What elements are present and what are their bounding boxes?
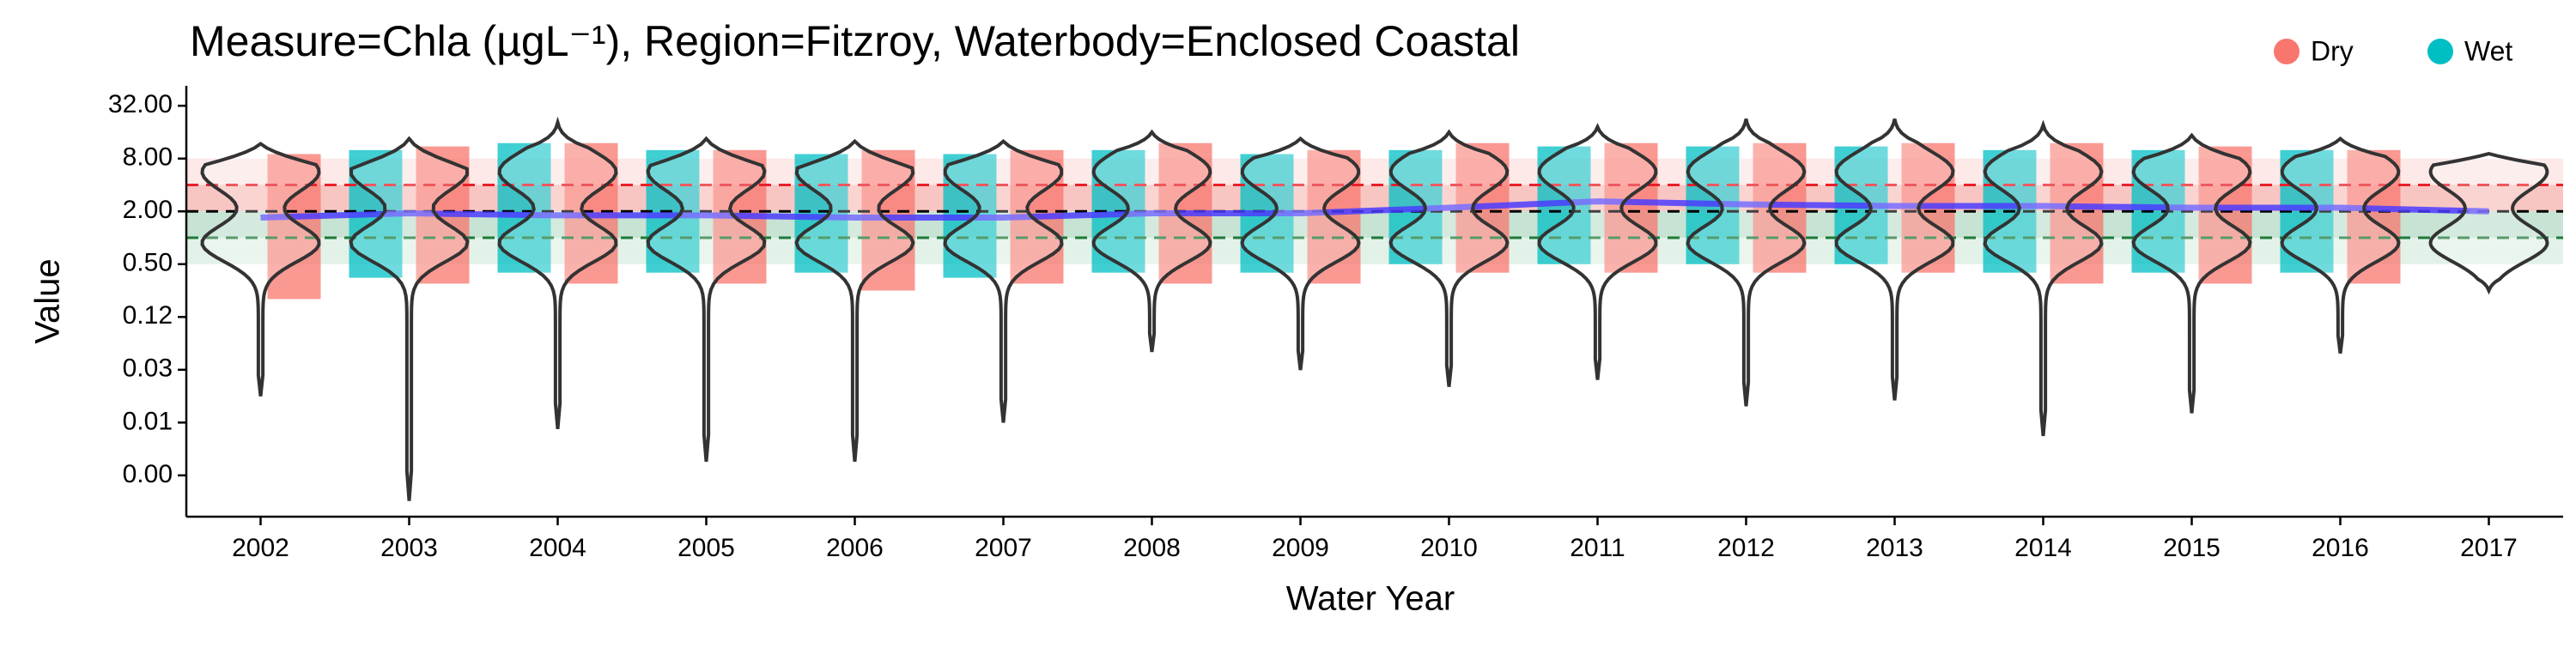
violin: [2131, 132, 2252, 414]
x-tick-label: 2002: [232, 534, 289, 562]
violin: [1686, 118, 1807, 407]
x-tick-label: 2007: [975, 534, 1032, 562]
x-tick-label: 2011: [1570, 534, 1625, 562]
trend-line: [260, 198, 2489, 221]
violin: [1537, 123, 1658, 380]
x-tick-label: 2003: [380, 534, 438, 562]
chart-title: Measure=Chla (µgL⁻¹), Region=Fitzroy, Wa…: [190, 17, 1520, 65]
violin: [943, 138, 1064, 423]
x-tick-label: 2006: [826, 534, 884, 562]
violin: [646, 136, 767, 463]
violin: [1388, 129, 1510, 387]
x-tick-label: 2016: [2312, 534, 2369, 562]
violin: [497, 116, 618, 429]
x-tick-label: 2004: [529, 534, 586, 562]
y-tick-label: 0.00: [123, 460, 173, 488]
point-cloud: [2050, 142, 2104, 284]
y-tick-label: 0.03: [123, 354, 173, 383]
legend-label: Dry: [2311, 35, 2354, 66]
violin: [349, 136, 470, 501]
point-cloud: [2198, 146, 2252, 284]
x-tick-label: 2014: [2014, 534, 2072, 562]
violin: [1091, 129, 1212, 353]
violin: [1834, 118, 1955, 401]
y-tick-label: 8.00: [123, 143, 173, 172]
x-tick-label: 2008: [1123, 534, 1181, 562]
violin: [2280, 136, 2401, 354]
x-tick-label: 2017: [2460, 534, 2518, 562]
x-tick-label: 2005: [677, 534, 735, 562]
violin: [1240, 136, 1361, 371]
violin: [200, 142, 321, 397]
x-tick-label: 2012: [1717, 534, 1775, 562]
legend-swatch: [2427, 39, 2453, 64]
x-tick-label: 2009: [1272, 534, 1329, 562]
y-tick-label: 2.00: [123, 196, 173, 224]
legend-label: Wet: [2464, 35, 2512, 66]
y-tick-label: 0.50: [123, 249, 173, 277]
violin: [1983, 119, 2104, 437]
x-tick-label: 2010: [1420, 534, 1478, 562]
x-tick-label: 2015: [2163, 534, 2221, 562]
y-tick-label: 0.12: [123, 301, 173, 330]
violin: [2428, 151, 2549, 295]
x-tick-label: 2013: [1866, 534, 1923, 562]
y-tick-label: 0.01: [123, 407, 173, 435]
legend-swatch: [2274, 39, 2300, 64]
y-tick-label: 32.00: [108, 90, 173, 118]
y-axis-label: Value: [29, 258, 67, 343]
x-axis-label: Water Year: [1286, 580, 1455, 618]
violin: [794, 138, 915, 463]
